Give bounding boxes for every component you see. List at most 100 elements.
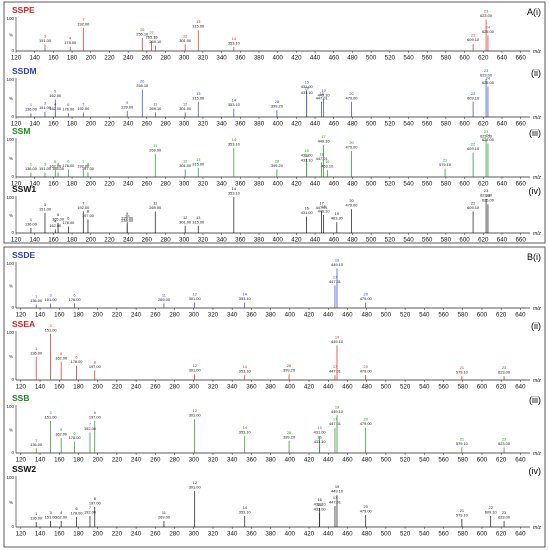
peak-number-label: 24 [486, 24, 491, 29]
peak-mz-label: 431.10 [301, 158, 314, 163]
peak-number-label: 15 [317, 502, 321, 507]
y-axis-percent-label: % [9, 156, 13, 161]
peak-number-label: 10 [125, 213, 130, 218]
peak-number-label: 16 [305, 85, 309, 90]
peak-mz-label: 315.00 [192, 161, 205, 166]
x-tick-label: 240 [131, 531, 142, 538]
peak-mz-label: 399.20 [283, 434, 296, 439]
peak-number-label: 4 [60, 510, 63, 515]
sample-name: SSDE [12, 250, 35, 260]
peak-number-label: 22 [471, 200, 475, 205]
peak-number-label: 13 [196, 91, 200, 96]
x-axis-unit-label: m/z [533, 231, 542, 237]
peak-number-label: 17 [333, 364, 337, 369]
peak-number-label: 5 [54, 89, 56, 94]
panel-label: (iii) [529, 395, 541, 405]
x-axis-unit-label: m/z [533, 175, 542, 181]
peak-mz-label: 579.10 [456, 513, 469, 518]
panel-label: (iv) [529, 466, 542, 476]
peak-mz-label: 353.10 [239, 296, 252, 301]
peak-number-label: 3 [50, 410, 52, 415]
x-tick-label: 220 [112, 312, 123, 319]
peak-mz-label: 165.00 [52, 216, 65, 221]
peak-mz-label: 399.20 [271, 104, 284, 109]
x-axis-unit-label: m/z [533, 378, 542, 384]
x-tick-label: 160 [54, 312, 65, 319]
peak-number-label: 1 [30, 217, 32, 222]
x-axis-unit-label: m/z [533, 115, 542, 121]
peak-number-label: 6 [74, 431, 76, 436]
x-tick-label: 340 [216, 55, 227, 62]
peak-mz-label: 151.00 [39, 105, 52, 110]
peak-mz-label: 192.00 [84, 510, 97, 515]
x-tick-label: 180 [67, 237, 78, 244]
peak-mz-label: 625.00 [482, 80, 495, 85]
x-tick-label: 240 [131, 384, 142, 391]
peak-number-label: 23 [502, 436, 506, 441]
peak-mz-label: 353.10 [228, 102, 241, 107]
peak-mz-label: 623.00 [498, 515, 511, 520]
peak-number-label: 6 [67, 216, 69, 221]
peak-mz-label: 315.00 [192, 95, 205, 100]
x-tick-label: 520 [385, 237, 396, 244]
x-tick-label: 460 [329, 181, 340, 188]
peak-number-label: 6 [67, 102, 69, 107]
panel-label: (ii) [531, 68, 541, 78]
peak-number-label: 3 [50, 323, 52, 328]
peak-mz-label: 192.00 [77, 106, 90, 111]
group-frame-a [3, 1, 546, 244]
peak-mz-label: 479.00 [360, 369, 373, 374]
sample-name: SSB [12, 393, 29, 403]
x-tick-label: 340 [227, 312, 238, 319]
peak-mz-label: 178.00 [71, 511, 84, 516]
x-tick-label: 200 [92, 457, 103, 464]
x-tick-label: 280 [169, 531, 180, 538]
peak-number-label: 15 [317, 425, 321, 430]
x-tick-label: 440 [310, 121, 321, 128]
peak-mz-label: 449.10 [318, 92, 331, 97]
peak-number-label: 16 [304, 205, 308, 210]
y-tick-100: 100 [6, 195, 14, 200]
x-tick-label: 300 [189, 312, 200, 319]
x-tick-label: 240 [123, 55, 134, 62]
x-tick-label: 380 [254, 121, 265, 128]
y-tick-100: 100 [6, 404, 14, 409]
peak-number-label: 1 [35, 437, 37, 442]
peak-number-label: 28 [275, 158, 279, 163]
peak-mz-label: 479.00 [360, 421, 373, 426]
peak-number-label: 5 [60, 351, 62, 356]
x-tick-label: 460 [342, 384, 353, 391]
x-tick-label: 460 [329, 121, 340, 128]
peak-mz-label: 151.00 [39, 166, 52, 171]
panel-label: A(i) [527, 7, 541, 17]
x-tick-label: 420 [291, 55, 302, 62]
peak-number-label: 6 [75, 506, 77, 511]
peak-number-label: 23 [502, 365, 506, 370]
peak-number-label: 28 [275, 99, 279, 104]
x-tick-label: 620 [478, 181, 489, 188]
x-tick-label: 140 [35, 312, 46, 319]
peak-mz-label: 192.00 [84, 426, 97, 431]
peak-mz-label: 162.00 [55, 515, 68, 520]
x-tick-label: 500 [381, 457, 392, 464]
x-tick-label: 160 [48, 237, 59, 244]
x-tick-label: 480 [347, 55, 358, 62]
peak-mz-label: 353.10 [239, 430, 252, 435]
x-tick-label: 280 [160, 237, 171, 244]
panel-label: (iv) [529, 186, 542, 196]
peak-mz-label: 623.00 [480, 133, 493, 138]
x-tick-label: 280 [169, 457, 180, 464]
peak-number-label: 16 [305, 153, 309, 158]
x-tick-label: 200 [86, 121, 97, 128]
peak-number-label: 19 [335, 211, 339, 216]
x-tick-label: 580 [441, 181, 452, 188]
peak-number-label: 24 [486, 193, 491, 198]
y-axis-percent-label: % [9, 96, 13, 101]
peak-number-label: 7 [89, 421, 91, 426]
x-axis-unit-label: m/z [533, 451, 542, 457]
x-tick-label: 480 [347, 181, 358, 188]
peak-number-label: 18 [319, 152, 323, 157]
peak-number-label: 14 [243, 425, 248, 430]
